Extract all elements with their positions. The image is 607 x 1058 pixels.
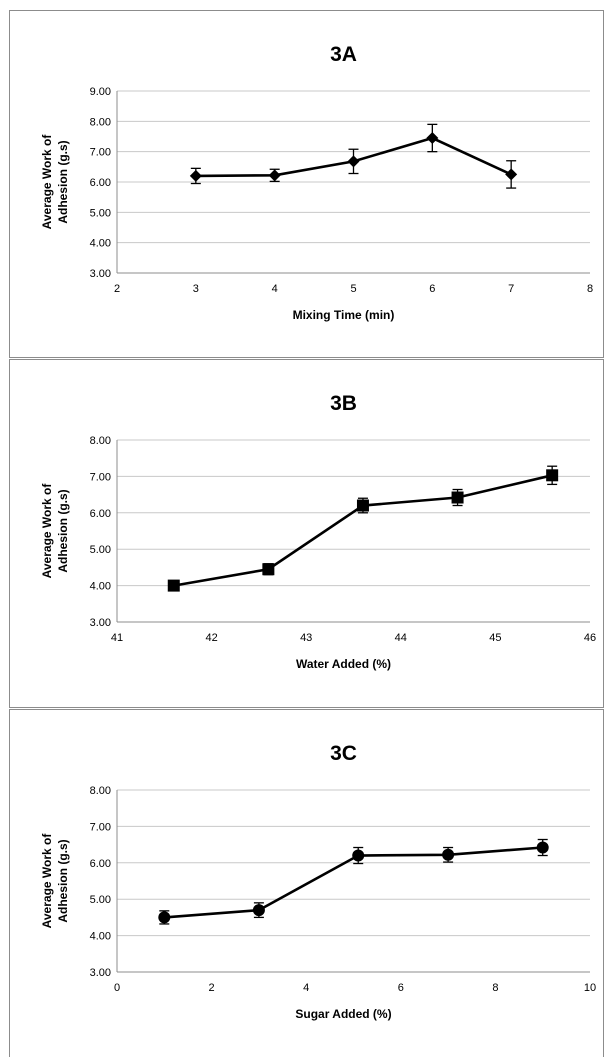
x-tick-label: 46 — [584, 632, 596, 644]
data-point — [268, 169, 281, 182]
data-point — [347, 155, 360, 168]
x-tick-label: 6 — [398, 982, 404, 994]
y-tick-label: 8.00 — [90, 116, 111, 128]
chart-3a: 3A 3.00 4.00 5.00 6.00 7.00 8.00 9.00 2 3 4 5 6 7 8 Mix… — [40, 43, 593, 322]
x-tick-label: 8 — [492, 982, 498, 994]
y-tick-label: 3.00 — [90, 617, 111, 629]
x-axis-label: Water Added (%) — [296, 657, 391, 671]
y-tick-label: 5.00 — [90, 207, 111, 219]
x-axis-label: Mixing Time (min) — [293, 308, 395, 322]
x-tick-label: 41 — [111, 632, 123, 644]
x-tick-label: 2 — [209, 982, 215, 994]
y-tick-label: 3.00 — [90, 268, 111, 280]
y-tick-label: 7.00 — [90, 821, 111, 833]
y-tick-label: 3.00 — [90, 967, 111, 979]
data-point — [262, 563, 275, 576]
data-point — [252, 904, 265, 917]
data-point — [426, 132, 439, 145]
y-tick-label: 4.00 — [90, 931, 111, 943]
data-point — [546, 469, 559, 482]
x-tick-label: 2 — [114, 283, 120, 295]
x-tick-label: 7 — [508, 283, 514, 295]
data-point — [352, 849, 365, 862]
chart-title: 3B — [330, 392, 357, 415]
x-tick-label: 8 — [587, 283, 593, 295]
x-axis-label: Sugar Added (%) — [295, 1007, 391, 1021]
y-axis-label: Average Work of Adhesion (g.s) — [40, 134, 70, 230]
y-tick-label: 6.00 — [90, 177, 111, 189]
data-point — [167, 579, 180, 592]
y-tick-label: 8.00 — [90, 785, 111, 797]
x-tick-label: 5 — [350, 283, 356, 295]
x-tick-label: 43 — [300, 632, 312, 644]
x-tick-label: 10 — [584, 982, 596, 994]
y-tick-label: 7.00 — [90, 147, 111, 159]
chart-panel-3b: 3B 3.00 4.00 5.00 6.00 7.00 8.00 41 42 43 44 45 46 Wa… — [9, 359, 604, 708]
chart-title: 3A — [330, 43, 357, 66]
y-tick-label: 5.00 — [90, 894, 111, 906]
data-point — [451, 491, 464, 504]
y-tick-label: 7.00 — [90, 471, 111, 483]
series-line — [173, 474, 553, 587]
y-tick-label: 6.00 — [90, 858, 111, 870]
x-tick-label: 3 — [193, 283, 199, 295]
x-tick-label: 42 — [205, 632, 217, 644]
data-point — [356, 499, 369, 512]
chart-panel-3c: 3C 3.00 4.00 5.00 6.00 7.00 8.00 0 2 4 6 8 10 Sugar A… — [9, 709, 604, 1057]
x-tick-label: 6 — [429, 283, 435, 295]
x-tick-label: 45 — [489, 632, 501, 644]
x-tick-label: 0 — [114, 982, 120, 994]
y-tick-label: 4.00 — [90, 238, 111, 250]
y-tick-label: 8.00 — [90, 435, 111, 447]
y-axis-label: Average Work of Adhesion (g.s) — [40, 483, 70, 579]
data-point — [536, 841, 549, 854]
chart-title: 3C — [330, 742, 357, 765]
y-tick-label: 6.00 — [90, 508, 111, 520]
data-point — [442, 848, 455, 861]
x-tick-label: 4 — [272, 283, 278, 295]
x-tick-label: 4 — [303, 982, 309, 994]
chart-3b: 3B 3.00 4.00 5.00 6.00 7.00 8.00 41 42 43 44 45 46 Wa… — [40, 392, 596, 671]
chart-panel-3a: 3A 3.00 4.00 5.00 6.00 7.00 8.00 9.00 2 3 4 5 6 7 8 Mix… — [9, 10, 604, 358]
data-point — [189, 169, 202, 182]
chart-3c: 3C 3.00 4.00 5.00 6.00 7.00 8.00 0 2 4 6 8 10 Sugar A… — [40, 742, 596, 1021]
y-axis-label: Average Work of Adhesion (g.s) — [40, 833, 70, 929]
y-tick-label: 9.00 — [90, 86, 111, 98]
y-tick-label: 4.00 — [90, 581, 111, 593]
data-point — [505, 168, 518, 181]
data-point — [158, 911, 171, 924]
x-tick-label: 44 — [395, 632, 407, 644]
y-tick-label: 5.00 — [90, 544, 111, 556]
